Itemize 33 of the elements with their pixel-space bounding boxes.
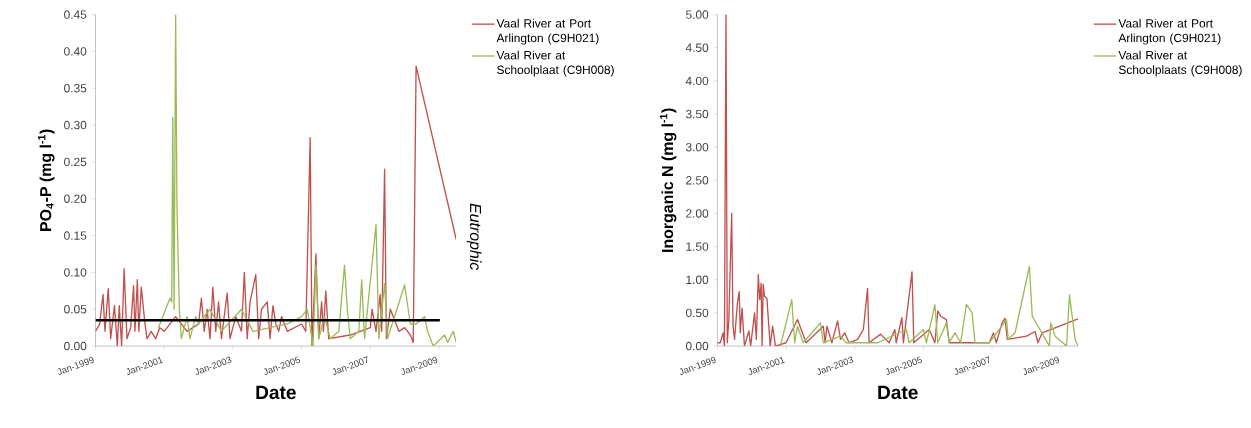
y-tick-label: 3.00 [685,142,709,152]
legend-label: Vaal River at Port Arlington (C9H021) [1118,18,1221,45]
y-tick-label: 0.50 [685,308,709,318]
y-tick-label: 1.50 [686,242,709,251]
y-tick-label: 0.00 [685,341,709,351]
x-axis-title: Date [878,385,918,399]
y-tick-label: 0.35 [64,83,87,93]
y-tick-label: 2.50 [686,175,709,185]
x-axis-title: Date [256,385,296,399]
y-tick-label: 0.00 [64,341,87,351]
legend-label: Vaal River at Port Arlington (C9H021) [496,18,599,45]
y-tick-label: 1.00 [686,275,709,284]
y-axis-title: Inorganic N (mg l$^{-1}$) [659,108,677,252]
y-tick-label: 0.20 [64,194,87,203]
y-tick-label: 4.00 [685,76,709,85]
legend-label: Vaal River at Schoolplaat (C9H008) [496,50,614,77]
line-series [717,14,1079,346]
y-axis-title: PO$_{4}$-P (mg l$^{-1}$) [38,129,55,231]
text: Eutrophic [466,203,482,270]
y-tick-label: 0.15 [64,231,87,240]
y-tick-label: 0.45 [64,10,87,19]
y-tick-label: 0.40 [64,47,87,56]
y-tick-label: 0.30 [64,120,87,130]
y-tick-label: 0.25 [64,157,87,166]
y-tick-label: 5.00 [685,10,709,19]
y-tick-label: 4.50 [685,43,709,52]
y-tick-label: 0.05 [64,304,87,314]
line-series [779,265,1079,346]
y-tick-label: 3.50 [685,109,709,119]
y-tick-label: 0.10 [64,268,87,277]
y-tick-label: 2.00 [686,209,709,218]
line-series [157,14,457,346]
legend-label: Vaal River at Schoolplaats (C9H008) [1118,50,1242,77]
